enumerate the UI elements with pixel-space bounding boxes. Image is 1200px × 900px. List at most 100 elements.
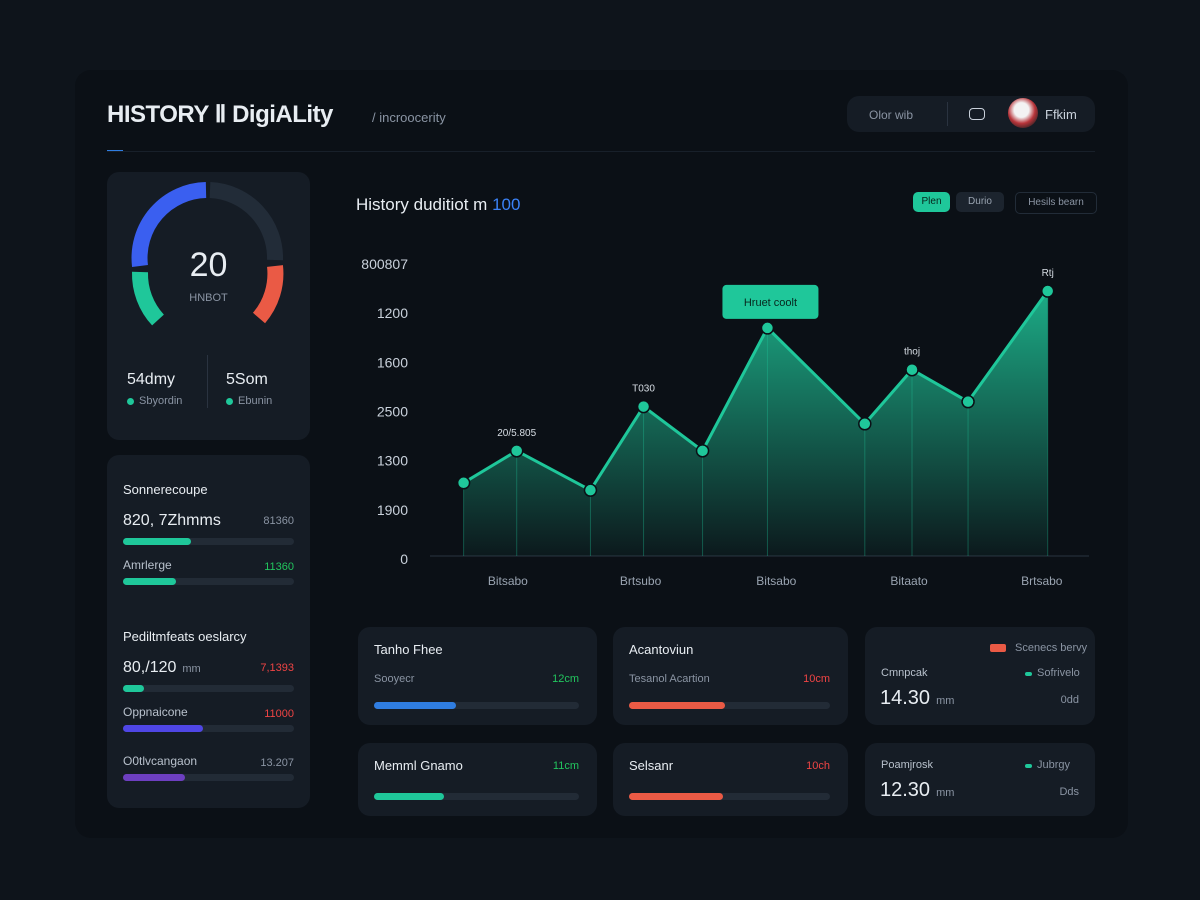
metric-card: Selsanr 10ch <box>613 743 848 816</box>
line <box>462 290 1049 493</box>
metric-card: Tanho Fhee Sooyecr 12cm <box>358 627 597 725</box>
chart-title-text: History duditiot m <box>356 195 488 214</box>
x-tick-label: Bitaato <box>890 574 928 588</box>
card-value: 10cm <box>803 673 830 685</box>
gauge-arc <box>209 182 284 261</box>
tooltip-box <box>722 284 819 319</box>
x-tick-label: Brtsubo <box>620 574 662 588</box>
row-value: 13.207 <box>260 757 294 769</box>
stat-value-text: 14.30 <box>880 687 931 709</box>
y-tick-label: 2500 <box>377 404 408 420</box>
card-value: 10ch <box>806 760 830 772</box>
card-title: Acantoviun <box>629 642 694 657</box>
card-label: Tesanol Acartion <box>629 673 710 685</box>
progress-track <box>123 774 294 781</box>
stat-card: Poamjrosk Jubrgy 12.30 mm Dds <box>865 743 1095 816</box>
chart-tab[interactable]: Plen <box>913 192 950 212</box>
panel-card: Sonnerecoupe 820, 7Zhmms 81360 Amrlerge 1136… <box>107 455 310 808</box>
data-point <box>695 444 710 458</box>
row-label: 820, 7Zhmms <box>123 512 221 530</box>
stat-tag: Jubrgy <box>1037 759 1071 771</box>
avatar[interactable] <box>1008 98 1038 128</box>
row-value: 7,1393 <box>260 662 294 674</box>
data-point <box>636 399 651 414</box>
stat-tag: Sofrivelo <box>1037 667 1080 679</box>
card-value: 11cm <box>552 760 579 772</box>
y-tick-label: 800807 <box>361 256 408 272</box>
progress-fill <box>123 774 185 781</box>
progress-track <box>629 702 830 709</box>
stat-value-text: 12.30 <box>880 779 931 801</box>
stat-dot <box>127 398 134 405</box>
x-tick-label: Brtsabo <box>1021 574 1063 588</box>
chart-tab[interactable]: Hesils bearn <box>1015 192 1097 214</box>
top-bar: Olor wib Ffkim <box>847 96 1095 132</box>
data-point <box>1040 284 1055 298</box>
row-label-text: O0tlvcangaon <box>123 754 198 768</box>
stat-value: 54dmy <box>127 371 176 388</box>
stat-label: Sbyordin <box>139 395 183 407</box>
data-point <box>509 444 524 458</box>
data-point <box>456 476 471 490</box>
progress-track <box>123 725 294 732</box>
legend-label: Scenecs bervy <box>1015 642 1088 654</box>
stat-value: 14.30 mm <box>880 687 954 710</box>
progress-track <box>123 685 294 692</box>
stat-dot <box>226 398 233 405</box>
gauge-arc <box>252 265 284 324</box>
progress-track <box>123 578 294 585</box>
metric-card: Memml Gnamo 11cm <box>358 743 597 816</box>
separator <box>947 102 948 126</box>
search-field[interactable]: Olor wib <box>869 108 914 122</box>
panel-title: Sonnerecoupe <box>123 482 208 497</box>
y-tick-label: 1900 <box>377 502 408 518</box>
progress-track <box>374 702 579 709</box>
x-tick-label: Bitsabo <box>756 574 796 588</box>
user-name[interactable]: Ffkim <box>1045 107 1077 122</box>
x-tick-label: Bitsabo <box>488 574 528 588</box>
stat-unit: mm <box>936 787 955 799</box>
card-label: Sooyecr <box>374 673 415 685</box>
toggle-icon[interactable] <box>969 108 985 120</box>
chart-title-accent: 100 <box>492 195 521 214</box>
legend-swatch <box>990 644 1006 652</box>
progress-fill <box>629 702 726 709</box>
progress-track <box>123 538 294 545</box>
panel-title: Pediltmfeats oeslarcy <box>123 629 247 644</box>
data-point <box>760 321 775 335</box>
point-note: T030 <box>632 384 655 395</box>
point-note: Rtj <box>1042 268 1054 279</box>
progress-fill <box>123 725 204 732</box>
progress-track <box>374 793 579 800</box>
gauge-value: 20 <box>189 246 228 284</box>
stat-label: Poamjrosk <box>881 759 933 771</box>
gauge <box>131 182 284 326</box>
row-label-text: Oppnaicone <box>123 705 188 719</box>
card-title: Tanho Fhee <box>374 642 443 657</box>
chart-tab[interactable]: Durio <box>956 192 1004 212</box>
tag-dot <box>1025 764 1032 768</box>
app-subtitle: / incroocerity <box>372 110 446 125</box>
stat-unit: mm <box>936 695 955 707</box>
area <box>463 291 1048 556</box>
row-value: 11360 <box>264 561 294 573</box>
data-point <box>858 417 872 431</box>
metric-card: Acantoviun Tesanol Acartion 10cm <box>613 627 848 725</box>
data-point <box>905 362 919 377</box>
gauge-card: 20 HNBOT 54dmy Sbyordin 5Som Ebunin <box>107 172 310 440</box>
stat-label: Ebunin <box>238 395 273 407</box>
point-note: thoj <box>904 347 920 358</box>
progress-fill <box>629 793 724 800</box>
row-label-text: 820, 7Zhmms <box>123 512 221 529</box>
data-point <box>961 394 975 409</box>
row-unit: mm <box>182 663 201 675</box>
progress-fill <box>374 793 444 800</box>
divider <box>107 151 1095 152</box>
progress-fill <box>123 538 192 545</box>
row-value: 81360 <box>263 515 294 527</box>
stat-foot: 0dd <box>1060 694 1079 706</box>
row-label: 80,/120 mm <box>123 659 201 677</box>
row-label: O0tlvcangaon <box>123 754 197 768</box>
